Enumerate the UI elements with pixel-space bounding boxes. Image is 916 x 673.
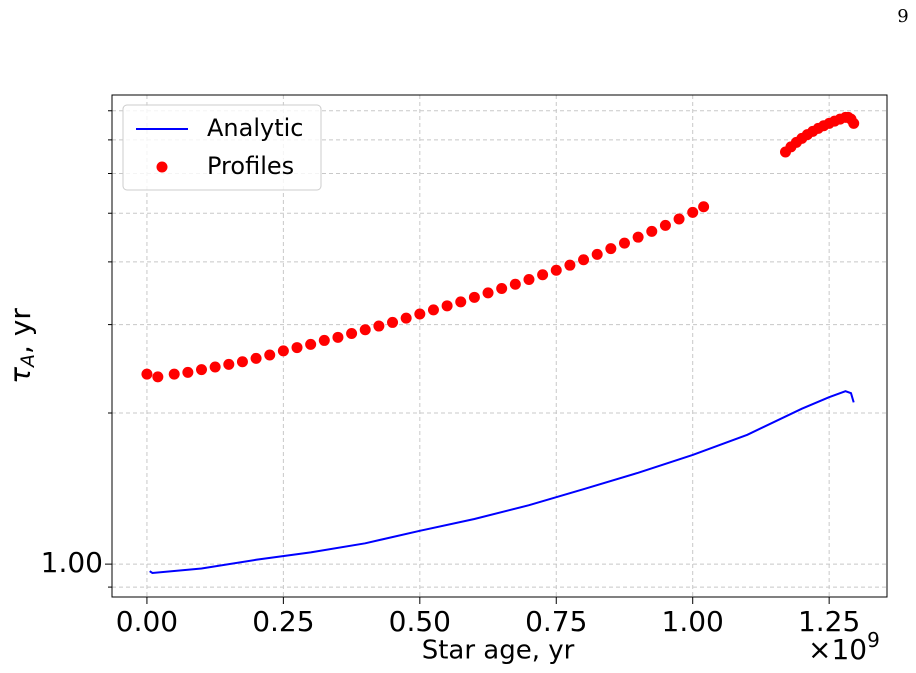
y-label-part: A — [17, 354, 39, 369]
point — [387, 316, 399, 328]
point — [591, 248, 603, 260]
point — [468, 291, 480, 303]
plot — [141, 111, 860, 575]
point — [236, 356, 248, 368]
line — [149, 390, 855, 575]
point — [578, 254, 590, 266]
x-tick-label: 1.00 — [662, 605, 724, 638]
point — [414, 308, 426, 320]
point — [332, 331, 344, 343]
point — [455, 296, 467, 308]
point — [291, 342, 303, 354]
legend-swatch — [156, 161, 168, 173]
legend-label: Profiles — [207, 152, 294, 180]
point — [264, 349, 276, 361]
plot-frame — [111, 94, 888, 598]
point — [646, 225, 658, 237]
x-offset-text: ×109 — [808, 628, 880, 667]
point — [400, 312, 412, 324]
point — [346, 328, 358, 340]
point — [318, 334, 330, 346]
point — [441, 300, 453, 312]
point — [168, 368, 180, 380]
point — [373, 320, 385, 332]
x-tick-label: 0.25 — [252, 605, 314, 638]
point — [687, 206, 699, 218]
legend-box — [122, 104, 322, 191]
x-tick-label: 0.75 — [525, 605, 587, 638]
point — [848, 117, 860, 129]
x-tick-label: 0.00 — [116, 605, 178, 638]
offset-base: ×10 — [808, 633, 867, 666]
y-label-part: , yr — [4, 308, 37, 354]
point — [698, 201, 710, 213]
point — [496, 283, 508, 295]
point — [564, 259, 576, 271]
point — [152, 371, 164, 383]
x-tick-label: 0.50 — [389, 605, 451, 638]
point — [482, 287, 494, 299]
point — [223, 358, 235, 370]
point — [277, 345, 289, 357]
point — [618, 237, 630, 249]
point — [427, 304, 439, 316]
point — [196, 364, 208, 376]
point — [659, 219, 671, 231]
point — [359, 324, 371, 336]
y-label-part: τ — [4, 367, 37, 384]
point — [673, 213, 685, 225]
point — [250, 352, 262, 364]
point — [141, 368, 153, 380]
x-axis-label: Star age, yr — [422, 636, 575, 666]
point — [523, 273, 535, 285]
legend-label: Analytic — [207, 114, 303, 142]
page-number: 9 — [897, 6, 908, 27]
point — [182, 366, 194, 378]
point — [632, 231, 644, 243]
point — [305, 338, 317, 350]
y-tick-label: 1.00 — [41, 546, 103, 579]
x-tick-label: 1.25 — [798, 605, 860, 638]
point — [550, 264, 562, 276]
point — [605, 243, 617, 255]
point — [209, 361, 221, 373]
offset-exponent: 9 — [867, 628, 880, 652]
point — [537, 269, 549, 281]
y-axis-label: τA, yr — [4, 308, 39, 384]
point — [509, 278, 521, 290]
